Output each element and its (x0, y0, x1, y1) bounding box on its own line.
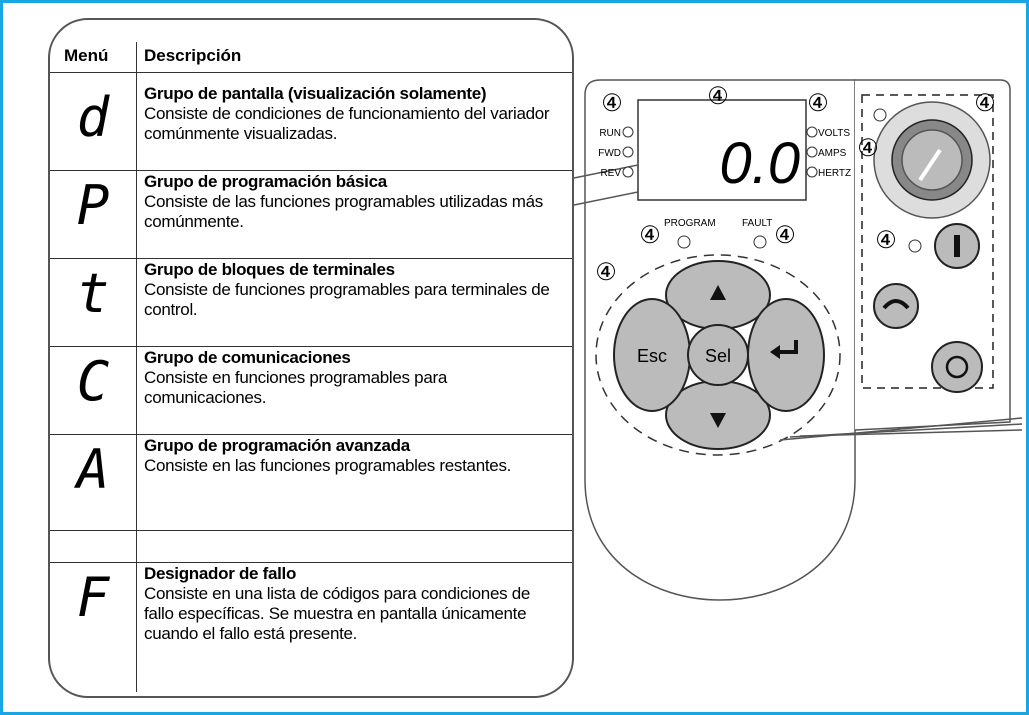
description: Grupo de pantalla (visualización solamen… (144, 84, 564, 144)
description: Grupo de bloques de terminales Consiste d… (144, 260, 564, 320)
indicator-label: RUN (599, 128, 621, 139)
callout: ④ (974, 90, 996, 117)
indicator-label: FWD (598, 148, 621, 159)
indicator-label: AMPS (818, 148, 847, 159)
description: Designador de fallo Consiste en una lista… (144, 564, 564, 644)
group-description: Consiste de funciones programables para … (144, 280, 550, 319)
button-label: Sel (705, 346, 731, 366)
group-title: Grupo de programación avanzada (144, 436, 410, 455)
callout: ④ (601, 90, 623, 117)
rule (50, 72, 572, 73)
rule (50, 258, 572, 259)
header-cell: Descripción (144, 46, 242, 65)
indicator-label: HERTZ (818, 168, 851, 179)
group-description: Consiste de las funciones programables u… (144, 192, 543, 231)
callout: ④ (707, 83, 729, 110)
rule (50, 346, 572, 347)
header-cell: Menú (64, 46, 109, 65)
button-label: Esc (637, 346, 667, 366)
description: Grupo de comunicaciones Consiste en funci… (144, 348, 564, 408)
group-title: Designador de fallo (144, 564, 297, 583)
rule (50, 562, 572, 563)
menu-symbol: t (76, 262, 110, 325)
group-description: Consiste de condiciones de funcionamient… (144, 104, 550, 143)
rule (50, 170, 572, 171)
indicator-label: REV (600, 168, 621, 179)
menu-symbol: P (76, 174, 110, 237)
group-title: Grupo de pantalla (visualización solamen… (144, 84, 487, 103)
callout: ④ (595, 259, 617, 286)
group-description: Consiste en las funciones programables r… (144, 456, 512, 475)
group-title: Grupo de programación básica (144, 172, 387, 191)
menu-symbol: A (76, 438, 110, 501)
description: Grupo de programación avanzada Consiste e… (144, 436, 564, 476)
description: Grupo de programación básica Consiste de … (144, 172, 564, 232)
rule (50, 530, 572, 531)
led-label: PROGRAM (664, 218, 716, 229)
rule (136, 42, 137, 692)
callout: ④ (639, 222, 661, 249)
group-title: Grupo de bloques de terminales (144, 260, 395, 279)
menu-symbol: d (76, 86, 110, 149)
callout: ④ (774, 222, 796, 249)
menu-table: Menú Descripción d Grupo de pantalla (vis… (48, 18, 574, 698)
indicator-label: VOLTS (818, 128, 850, 139)
callout: ④ (857, 135, 879, 162)
group-description: Consiste en una lista de códigos para co… (144, 584, 531, 643)
led-label: FAULT (742, 218, 772, 229)
rule (50, 434, 572, 435)
group-description: Consiste en funciones programables para … (144, 368, 447, 407)
group-title: Grupo de comunicaciones (144, 348, 351, 367)
menu-symbol: C (76, 350, 110, 413)
callout: ④ (807, 90, 829, 117)
menu-symbol: F (76, 566, 110, 629)
display-readout: 0.0 (719, 131, 800, 196)
callout: ④ (875, 227, 897, 254)
